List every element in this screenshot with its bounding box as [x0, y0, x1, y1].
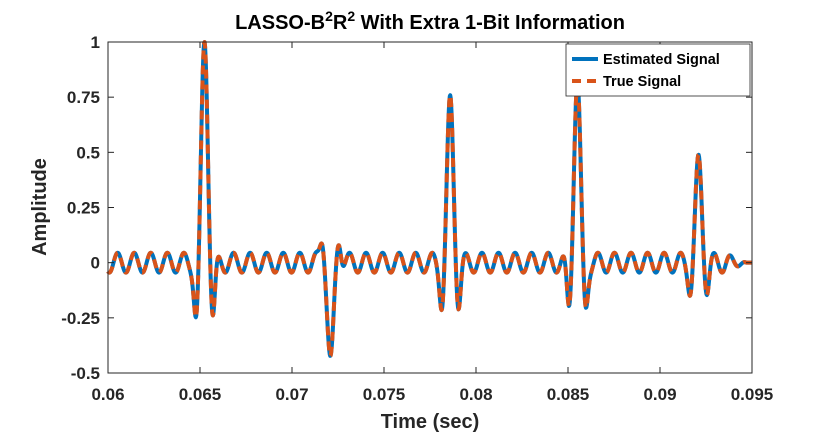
y-tick-label: 0.5 [76, 143, 100, 162]
tick-layer: 0.06 0.065 0.07 0.075 0.08 0.085 0.09 0.095 -0.5… [61, 33, 773, 404]
y-tick-label: 0.75 [67, 88, 100, 107]
chart-title: LASSO-B2R2 With Extra 1-Bit Information [235, 8, 625, 34]
y-tick-label: 1 [91, 33, 100, 52]
x-tick-label: 0.09 [643, 385, 676, 404]
legend-label-true: True Signal [603, 74, 681, 90]
y-tick-label: -0.5 [71, 364, 100, 383]
x-tick-label: 0.08 [459, 385, 492, 404]
x-tick-label: 0.06 [91, 385, 124, 404]
series-line-true [106, 40, 754, 358]
y-axis-label: Amplitude [29, 158, 51, 256]
x-tick-label: 0.085 [547, 385, 590, 404]
x-tick-label: 0.065 [179, 385, 222, 404]
y-tick-label: -0.25 [61, 309, 100, 328]
y-tick-label: 0.25 [67, 199, 100, 218]
x-tick-label: 0.075 [363, 385, 406, 404]
y-tick-label: 0 [91, 254, 100, 273]
legend-label-estimated: Estimated Signal [603, 52, 720, 68]
x-tick-label: 0.07 [275, 385, 308, 404]
plot-area [108, 42, 752, 373]
legend-box [565, 43, 751, 97]
x-axis-label: Time (sec) [381, 411, 480, 433]
x-tick-label: 0.095 [731, 385, 774, 404]
series-layer [106, 40, 754, 358]
legend: Estimated Signal True Signal [565, 43, 751, 97]
